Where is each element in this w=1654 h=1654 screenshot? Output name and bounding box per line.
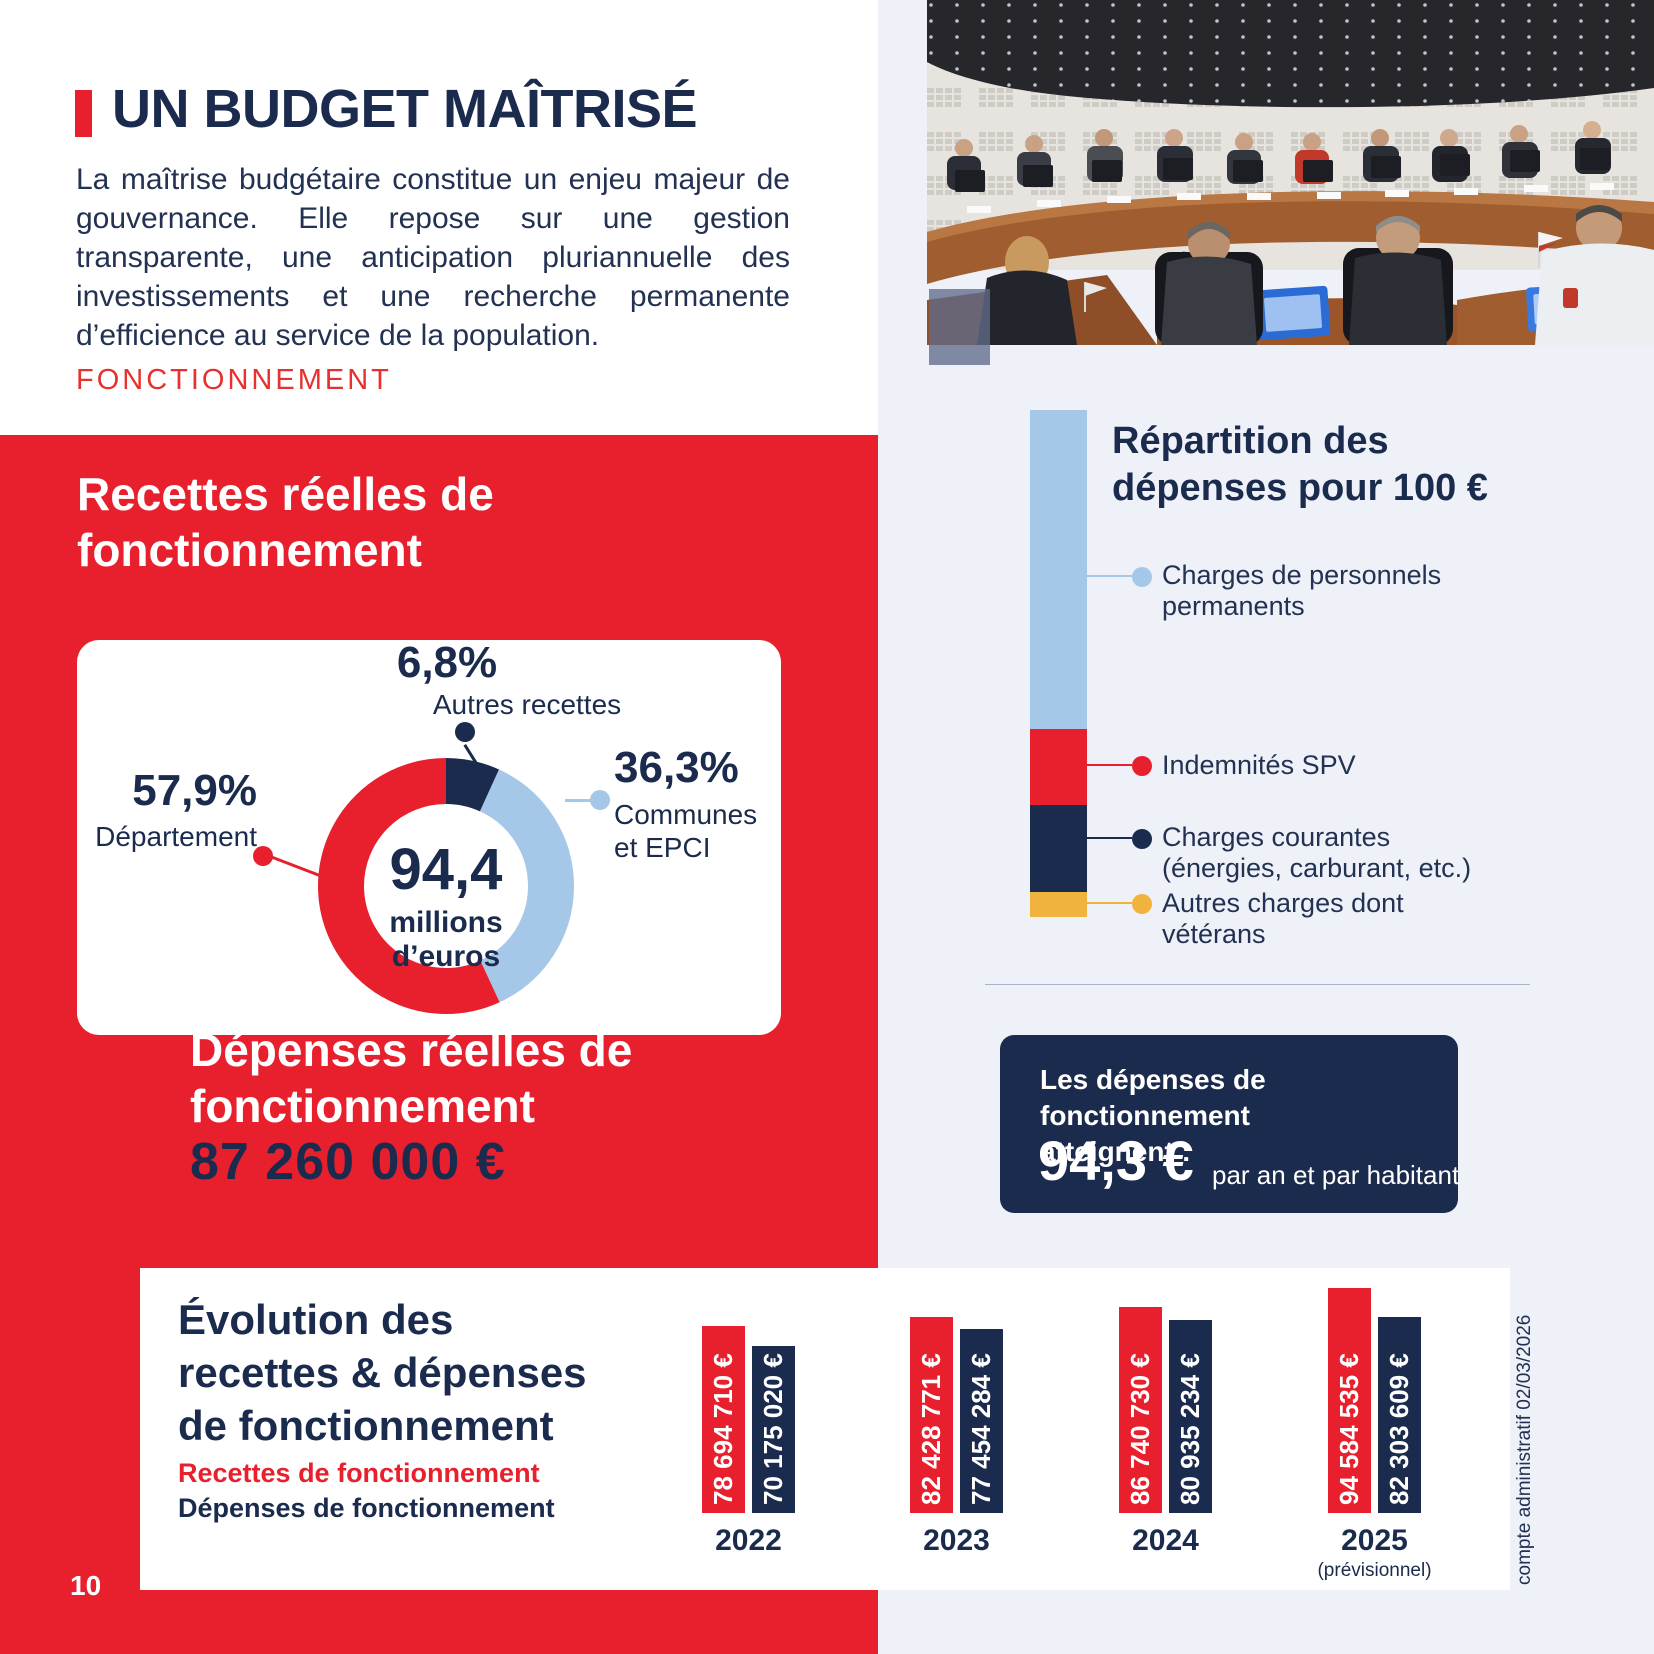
legend-line-indemnites	[1087, 764, 1132, 766]
recettes-donut-card: 94,4 millions d’euros 6,8% Autres recett…	[77, 640, 781, 1035]
evolution-legend-depenses: Dépenses de fonctionnement	[178, 1493, 555, 1523]
depenses-amount: 87 260 000 €	[190, 1133, 506, 1191]
recettes-donut-chart	[318, 758, 574, 1014]
recettes-heading: Recettes réelles de fonctionnement	[77, 468, 494, 576]
depenses-habitant-box	[1000, 1035, 1458, 1213]
legend-label-autres-charges: Autres charges dont vétérans	[1162, 888, 1404, 949]
stack-segment-3	[1030, 891, 1087, 917]
donut-center-value: 94,4	[389, 837, 503, 902]
legend-dot-indemnites-icon	[1132, 756, 1152, 776]
evolution-card	[140, 1268, 1510, 1590]
evolution-legend-recettes: Recettes de fonctionnement	[178, 1458, 540, 1488]
donut-pct-departement: 57,9%	[132, 766, 257, 815]
meeting-photo	[927, 0, 1654, 345]
donut-label-communes: Communes et EPCI	[614, 799, 758, 863]
photo-corner-overlay	[929, 289, 990, 365]
photo-monitors	[955, 148, 1610, 192]
photo-back-desk-top	[927, 191, 1654, 242]
box-amount: 94,3 €	[1038, 1129, 1194, 1192]
donut-connector-communes	[565, 799, 600, 802]
donut-pct-autres-recettes: 6,8%	[396, 638, 498, 687]
depenses-heading: Dépenses réelles de fonctionnement	[190, 1024, 633, 1132]
donut-slice-2	[318, 758, 574, 1014]
donut-dot-communes-icon	[590, 790, 610, 810]
donut-dot-autres-recettes-icon	[455, 722, 475, 742]
photo-ceiling-lights	[927, 0, 1654, 108]
repartition-title: Répartition des dépenses pour 100 €	[1112, 420, 1488, 509]
stack-segment-1	[1030, 729, 1087, 806]
photo-people-front	[977, 205, 1654, 345]
box-heading: Les dépenses de fonctionnement atteignen…	[1040, 1064, 1266, 1167]
donut-center-unit-line1: millions	[389, 906, 503, 939]
legend-label-personnels: Charges de personnels permanents	[1162, 560, 1442, 621]
photo-back-desk	[927, 197, 1654, 284]
legend-dot-autres-charges-icon	[1132, 894, 1152, 914]
section-label: FONCTIONNEMENT	[76, 364, 392, 396]
legend-label-courantes: Charges courantes (énergies, carburant, …	[1162, 822, 1472, 883]
legend-line-personnels	[1087, 575, 1132, 577]
photo-flags	[1084, 232, 1563, 312]
legend-label-indemnites: Indemnités SPV	[1162, 750, 1356, 780]
legend-dot-courantes-icon	[1132, 829, 1152, 849]
box-amount-suffix: par an et par habitant	[1212, 1160, 1460, 1190]
donut-label-autres-recettes: Autres recettes	[432, 689, 622, 720]
title-accent-bar	[75, 90, 92, 137]
legend-line-courantes	[1087, 837, 1132, 839]
donut-pct-communes: 36,3%	[614, 743, 739, 792]
donut-center-unit-line2: d’euros	[391, 940, 501, 973]
repartition-stacked-bar	[1030, 410, 1087, 917]
page-title: UN BUDGET MAÎTRISÉ	[112, 79, 698, 139]
stack-segment-0	[1030, 410, 1087, 730]
page-number: 10	[70, 1570, 102, 1601]
legend-line-autres-charges	[1087, 902, 1132, 904]
donut-dot-departement-icon	[253, 846, 273, 866]
side-note: compte administratif 02/03/2026	[1514, 1314, 1535, 1585]
donut-slice-1	[318, 758, 574, 1014]
intro-paragraph: La maîtrise budgétaire constitue un enje…	[76, 163, 790, 352]
stack-segment-2	[1030, 805, 1087, 892]
photo-name-plates	[967, 183, 1614, 213]
separator-line	[985, 984, 1530, 985]
legend-dot-personnels-icon	[1132, 567, 1152, 587]
evolution-title: Évolution des recettes & dépenses de fon…	[178, 1296, 587, 1449]
donut-label-departement: Département	[95, 821, 257, 852]
